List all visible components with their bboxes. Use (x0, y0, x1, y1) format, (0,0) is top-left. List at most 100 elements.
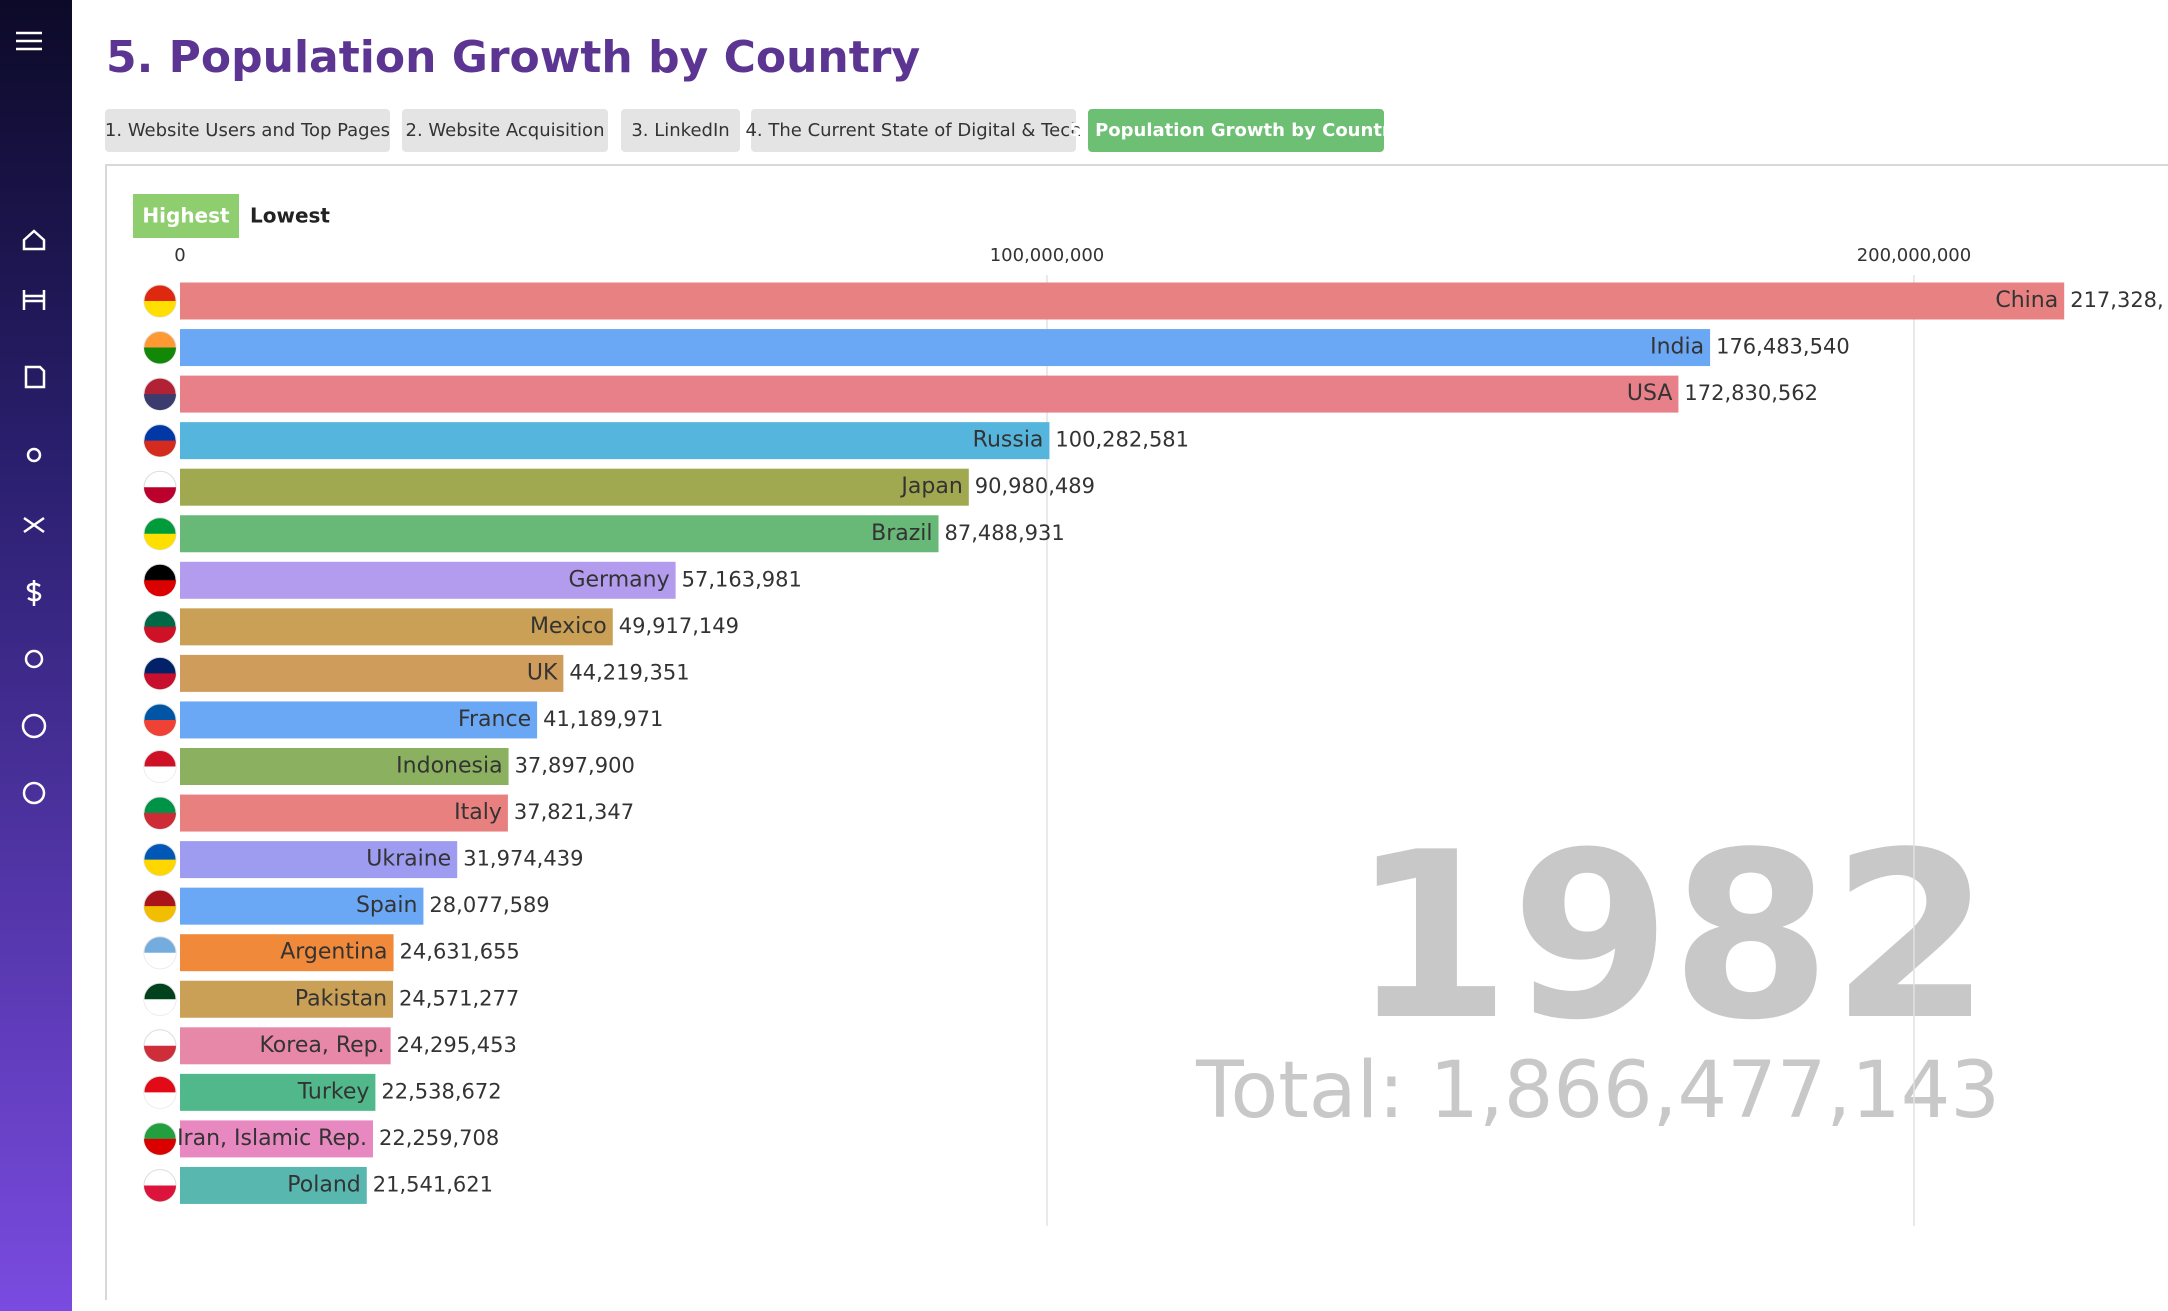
chart-panel (105, 164, 2168, 1300)
value-label: 172,830,562 (1684, 381, 1818, 405)
value-label: 49,917,149 (619, 614, 739, 638)
value-label: 90,980,489 (975, 474, 1095, 498)
flag (144, 580, 176, 597)
shuffle-icon[interactable] (23, 516, 45, 534)
x-tick-label: 0 (174, 245, 185, 266)
bar (180, 1073, 376, 1111)
category-label: Italy (454, 800, 502, 825)
bar (180, 468, 969, 506)
bar (180, 654, 564, 692)
flag (144, 440, 176, 457)
flag (144, 999, 176, 1016)
tab-bar: 1. Website Users and Top Pages 2. Website… (105, 109, 1403, 152)
category-label: UK (527, 660, 558, 685)
value-label: 24,631,655 (400, 940, 520, 964)
flag (144, 347, 176, 364)
bar (180, 422, 1050, 460)
category-label: Poland (287, 1172, 360, 1197)
plot: 0 100,000,000 200,000,000 China 217,328, Indi… (143, 245, 2164, 1226)
bar (180, 515, 939, 553)
bed-icon[interactable] (22, 290, 46, 310)
dollar-icon[interactable] (26, 580, 42, 606)
tab[interactable] (621, 109, 740, 152)
year-label: 1982 (1351, 804, 1991, 1071)
category-label: Mexico (530, 614, 607, 639)
flag (144, 626, 176, 643)
value-label: 24,571,277 (399, 986, 519, 1010)
category-label: Pakistan (295, 986, 387, 1011)
bar (180, 794, 508, 832)
at-icon[interactable] (24, 649, 44, 669)
flag (144, 487, 176, 504)
toggle-lowest[interactable]: Lowest (250, 204, 330, 228)
doc-icon[interactable] (24, 365, 46, 389)
settings-icon[interactable] (22, 781, 46, 805)
category-label: USA (1627, 381, 1673, 406)
bar (180, 282, 2065, 320)
toggle-active[interactable] (133, 194, 239, 238)
value-label: 22,538,672 (381, 1079, 501, 1103)
flag (144, 673, 176, 690)
sidebar-icons (16, 31, 47, 805)
tab-label[interactable]: 4. The Current State of Digital & Tech (745, 120, 1081, 141)
value-label: 37,821,347 (514, 800, 634, 824)
tab[interactable] (105, 109, 390, 152)
flag (144, 813, 176, 830)
sidebar (0, 0, 72, 1311)
toggle-highest[interactable]: Highest (142, 204, 230, 228)
category-label: China (1995, 288, 2058, 313)
tab-label[interactable]: 3. LinkedIn (631, 120, 729, 141)
category-label: Spain (356, 893, 417, 918)
flag (144, 1138, 176, 1155)
bar (180, 1120, 373, 1158)
tab-label[interactable]: 5. Population Growth by Country (1069, 120, 1402, 141)
menu-icon[interactable] (16, 31, 42, 51)
value-label: 22,259,708 (379, 1126, 499, 1150)
tab-label[interactable]: 1. Website Users and Top Pages (105, 120, 390, 141)
flag (144, 952, 176, 969)
value-label: 37,897,900 (515, 754, 635, 778)
value-label: 87,488,931 (945, 521, 1065, 545)
bar (180, 841, 458, 879)
value-label: 44,219,351 (569, 660, 689, 684)
category-label: France (458, 707, 531, 732)
help-icon[interactable] (21, 713, 47, 739)
user-icon[interactable] (26, 447, 42, 463)
bar (180, 701, 538, 739)
bar (180, 748, 509, 785)
home-icon[interactable] (22, 229, 46, 251)
category-label: Turkey (297, 1079, 370, 1104)
value-label: 21,541,621 (373, 1172, 493, 1196)
x-tick-label: 200,000,000 (1857, 245, 1972, 266)
value-label: 31,974,439 (463, 847, 583, 871)
value-label: 24,295,453 (397, 1033, 517, 1057)
flag (144, 394, 176, 411)
total-label: Total: 1,866,477,143 (1195, 1046, 2000, 1136)
flag (144, 1185, 176, 1202)
bar (180, 608, 613, 646)
category-label: Japan (899, 474, 962, 499)
bar (180, 1027, 391, 1065)
value-label: 176,483,540 (1716, 335, 1850, 359)
flag (144, 1092, 176, 1109)
category-label: Korea, Rep. (259, 1033, 384, 1058)
category-label: Argentina (280, 940, 387, 965)
page-title: 5. Population Growth by Country (106, 32, 920, 83)
category-label: Brazil (871, 521, 932, 546)
flag (144, 906, 176, 923)
tab[interactable] (751, 109, 1076, 152)
category-label: India (1650, 335, 1704, 360)
flag (144, 719, 176, 736)
tab[interactable] (402, 109, 608, 152)
flag (144, 859, 176, 876)
value-label: 57,163,981 (682, 567, 802, 591)
flag (144, 1045, 176, 1062)
value-label: 217,328, (2070, 288, 2164, 312)
bar (180, 1166, 367, 1204)
value-label: 100,282,581 (1055, 428, 1189, 452)
category-label: Iran, Islamic Rep. (177, 1126, 367, 1151)
tab-label[interactable]: 2. Website Acquisition (406, 120, 605, 141)
tab[interactable] (1088, 109, 1384, 152)
